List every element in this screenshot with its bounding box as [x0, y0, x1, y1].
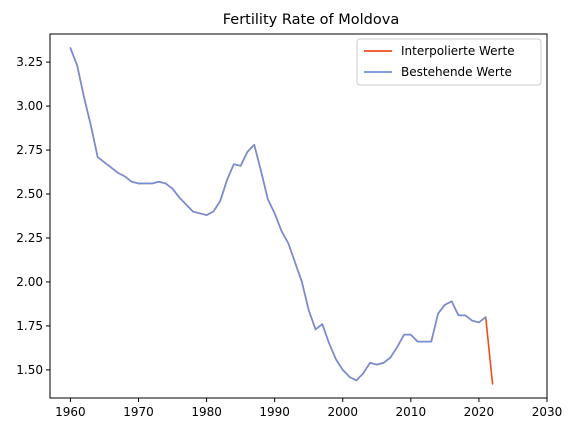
x-tick-label: 2010: [396, 405, 427, 419]
y-tick-label: 2.50: [16, 187, 43, 201]
axes: 1960 1970 1980 1990 2000 2010 2020 2030 1.50 1.75…: [16, 33, 563, 419]
x-tick-label: 2000: [327, 405, 358, 419]
y-tick-label: 2.75: [16, 143, 43, 157]
x-tick-label: 1970: [123, 405, 154, 419]
plot-area: [69, 47, 494, 385]
x-tick-label: 1990: [259, 405, 290, 419]
x-tick-label: 1960: [55, 405, 86, 419]
legend-label: Interpolierte Werte: [401, 44, 515, 58]
legend-label: Bestehende Werte: [401, 65, 512, 79]
y-tick-label: 3.25: [16, 55, 43, 69]
legend-box: [356, 38, 542, 86]
x-tick-label: 2020: [464, 405, 495, 419]
series-line-existing: [69, 47, 487, 382]
y-tick-label: 2.00: [16, 275, 43, 289]
y-tick-label: 2.25: [16, 231, 43, 245]
chart-title: Fertility Rate of Moldova: [223, 12, 399, 28]
y-tick-label: 1.75: [16, 319, 43, 333]
x-tick-label: 2030: [532, 405, 563, 419]
y-tick-label: 3.00: [16, 99, 43, 113]
axes-frame: [49, 33, 548, 399]
x-tick-label: 1980: [191, 405, 222, 419]
legend: Interpolierte Werte Bestehende Werte: [356, 38, 542, 86]
y-tick-label: 1.50: [16, 363, 43, 377]
series-line-interpolated: [69, 47, 494, 385]
